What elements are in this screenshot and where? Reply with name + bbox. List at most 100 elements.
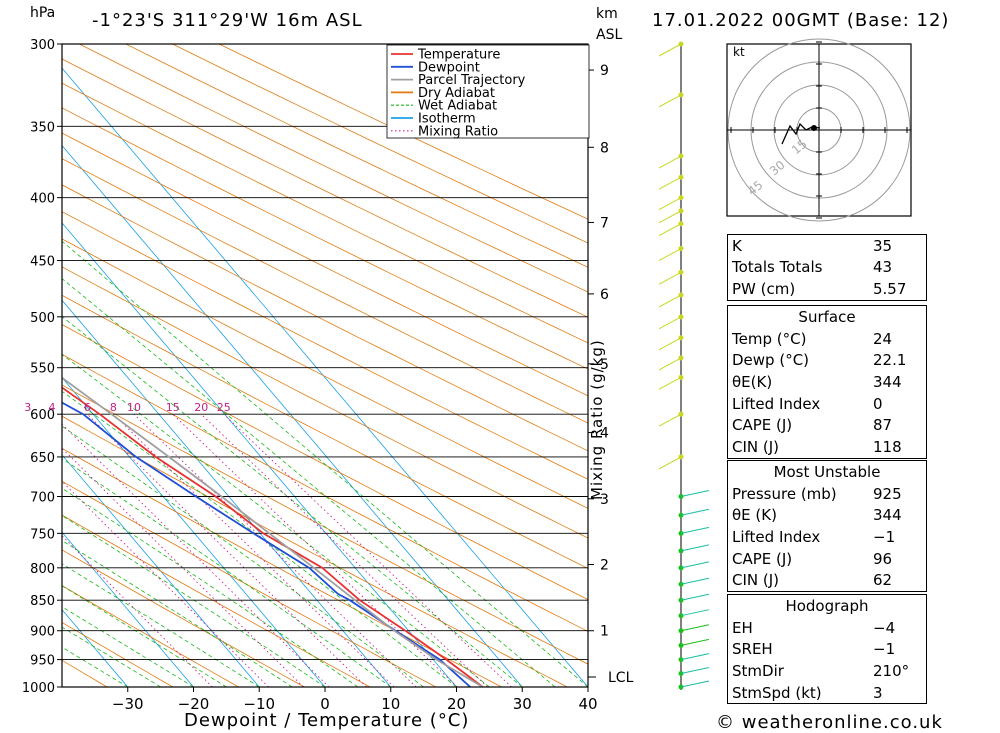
km-tick-label: 8 bbox=[600, 140, 609, 156]
legend-item-label: Parcel Trajectory bbox=[418, 73, 526, 88]
dry-adiabat-line bbox=[62, 480, 436, 687]
table-value: −1 bbox=[873, 640, 896, 659]
table-key: K bbox=[732, 236, 742, 255]
table-key: Lifted Index bbox=[732, 394, 821, 413]
km-tick-label: 4 bbox=[600, 426, 609, 442]
location-title: -1°23'S 311°29'W 16m ASL bbox=[92, 10, 363, 31]
table-value: 0 bbox=[873, 394, 883, 413]
wind-barb bbox=[658, 176, 682, 190]
table-value: 344 bbox=[873, 506, 902, 525]
table-key: Totals Totals bbox=[732, 258, 823, 277]
mixing-ratio-line bbox=[86, 413, 367, 687]
pressure-tick-label: 500 bbox=[30, 311, 55, 326]
wind-barb bbox=[680, 624, 710, 632]
table-key: SREH bbox=[732, 640, 773, 659]
km-tick-label: 3 bbox=[600, 492, 609, 508]
wind-barb bbox=[680, 653, 710, 661]
km-tick-label: 6 bbox=[600, 287, 609, 303]
mixing-ratio-label: 3 bbox=[24, 401, 31, 414]
table-key: Dewp (°C) bbox=[732, 351, 810, 370]
wet-adiabat-line bbox=[62, 585, 227, 687]
table-row: PW (cm) 5.57 bbox=[728, 278, 926, 300]
km-tick-label: 9 bbox=[600, 63, 609, 79]
table-row: CIN (J) 62 bbox=[728, 569, 926, 591]
table-key: θE (K) bbox=[732, 506, 777, 525]
temp-tick-label: 30 bbox=[513, 695, 532, 713]
table-row: θE(K) 344 bbox=[728, 371, 926, 393]
wind-barb bbox=[680, 526, 710, 534]
pressure-unit-label: hPa bbox=[30, 5, 56, 21]
dry-adiabat-line bbox=[62, 621, 174, 687]
wet-adiabat-line bbox=[62, 240, 588, 687]
legend-item-label: Dewpoint bbox=[418, 60, 480, 75]
pressure-tick-label: 900 bbox=[30, 625, 55, 640]
table-value: 210° bbox=[873, 661, 910, 680]
wind-barb bbox=[680, 609, 710, 617]
table-row: StmDir 210° bbox=[728, 660, 926, 682]
wind-barb bbox=[658, 223, 682, 237]
wind-barb bbox=[658, 413, 682, 427]
plot-frame bbox=[61, 43, 589, 688]
series-dewpoint bbox=[62, 401, 471, 687]
table-key: CIN (J) bbox=[732, 571, 780, 590]
dry-adiabat-line bbox=[79, 44, 588, 293]
pressure-tick-label: 1000 bbox=[22, 681, 55, 696]
pressure-tick-label: 400 bbox=[30, 192, 55, 207]
table-title: Hodograph bbox=[785, 597, 869, 615]
table-row: Temp (°C) 24 bbox=[728, 328, 926, 350]
wind-barb bbox=[658, 210, 682, 224]
table-value: 24 bbox=[873, 329, 893, 348]
table-value: 22.1 bbox=[873, 351, 907, 370]
mixing-ratio-line bbox=[200, 413, 488, 687]
run-date: 17.01.2022 00GMT (Base: 12) bbox=[652, 10, 950, 31]
table-row: SREH −1 bbox=[728, 639, 926, 661]
km-tick-label: 1 bbox=[600, 624, 609, 640]
table-row: StmSpd (kt) 3 bbox=[728, 682, 926, 704]
wet-adiabat-line bbox=[62, 626, 161, 687]
legend-item-label: Isotherm bbox=[418, 112, 476, 127]
wind-barb bbox=[658, 337, 682, 351]
table-row: Lifted Index −1 bbox=[728, 526, 926, 548]
wind-barb bbox=[658, 43, 682, 57]
table-row: Pressure (mb) 925 bbox=[728, 483, 926, 505]
dry-adiabat-line bbox=[62, 158, 588, 424]
most-unstable-table: Most Unstable Pressure (mb) 925 θE (K) 344 Li… bbox=[727, 460, 927, 592]
pressure-tick-label: 850 bbox=[30, 594, 55, 609]
mixing-ratio-label: 20 bbox=[194, 401, 208, 414]
series-parcel-trajectory bbox=[62, 376, 484, 687]
km-tick-label: 5 bbox=[600, 357, 609, 373]
wet-adiabat-line bbox=[62, 390, 457, 687]
temp-tick-label: 0 bbox=[320, 695, 330, 713]
surface-table: Surface Temp (°C) 24 Dewp (°C) 22.1 θE(K) 344 L… bbox=[727, 305, 927, 459]
table-value: −1 bbox=[873, 527, 896, 546]
storm-motion-marker bbox=[811, 125, 817, 131]
table-key: StmSpd (kt) bbox=[732, 683, 822, 702]
legend-box bbox=[386, 44, 590, 139]
table-value: 96 bbox=[873, 549, 893, 568]
table-value: 925 bbox=[873, 484, 902, 503]
dry-adiabat-line bbox=[62, 58, 588, 318]
mixing-ratio-line bbox=[172, 413, 458, 687]
table-value: −4 bbox=[873, 618, 896, 637]
km-tick-label: 7 bbox=[600, 215, 609, 231]
wind-barb bbox=[680, 490, 710, 498]
legend-item-label: Mixing Ratio bbox=[418, 124, 498, 139]
table-title: Most Unstable bbox=[773, 463, 881, 481]
pressure-tick-label: 300 bbox=[30, 38, 55, 53]
isotherm-line bbox=[62, 454, 260, 687]
wind-barb bbox=[680, 680, 710, 688]
table-row: θE (K) 344 bbox=[728, 505, 926, 527]
mixing-ratio-line bbox=[112, 413, 395, 687]
table-key: θE(K) bbox=[732, 372, 773, 391]
pressure-tick-label: 750 bbox=[30, 527, 55, 542]
wind-barb bbox=[658, 316, 682, 330]
wind-barb bbox=[658, 94, 682, 108]
dry-adiabat-line bbox=[172, 44, 588, 244]
mixing-ratio-line bbox=[223, 413, 512, 687]
wet-adiabat-line bbox=[62, 606, 194, 687]
table-row: CAPE (J) 87 bbox=[728, 414, 926, 436]
pressure-tick-label: 600 bbox=[30, 408, 55, 423]
dry-adiabat-line bbox=[62, 585, 239, 687]
table-value: 3 bbox=[873, 683, 883, 702]
